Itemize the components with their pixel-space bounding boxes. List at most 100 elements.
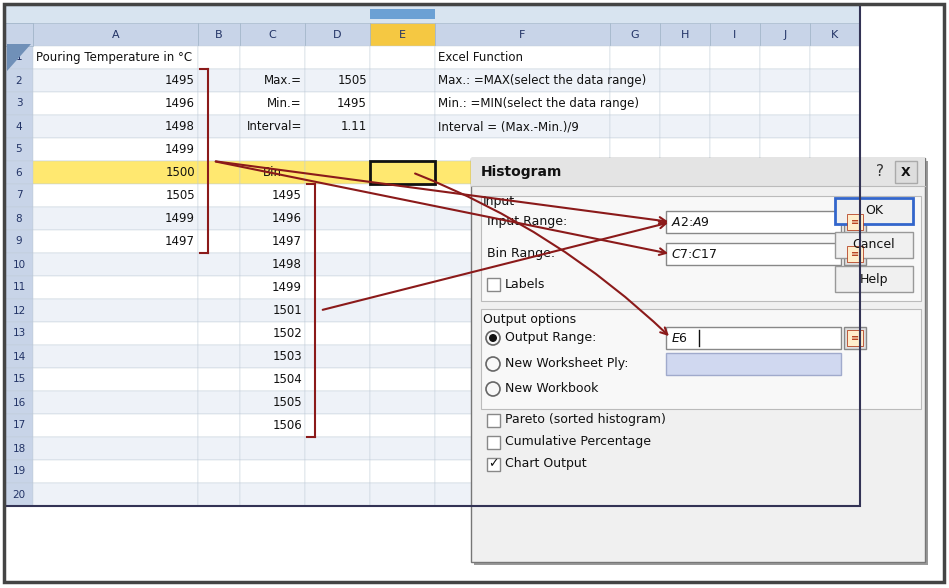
Bar (760, 46, 810, 69)
Text: Labels: Labels (505, 278, 546, 290)
Bar (5, 345, 33, 368)
Text: E: E (399, 29, 406, 39)
Bar (610, 138, 660, 161)
Bar (710, 345, 760, 368)
Bar (198, 253, 240, 276)
Circle shape (489, 334, 497, 342)
Bar (5, 414, 33, 437)
Bar (847, 330, 863, 346)
Bar (5, 276, 33, 299)
Bar (660, 437, 710, 460)
Text: ≡: ≡ (851, 217, 859, 227)
Bar (610, 368, 660, 391)
Bar (660, 414, 710, 437)
Text: OK: OK (865, 205, 883, 218)
Bar (305, 23, 370, 46)
Bar (610, 345, 660, 368)
Text: C: C (269, 29, 276, 39)
Bar (660, 322, 710, 345)
Bar (435, 138, 610, 161)
Bar (660, 253, 710, 276)
Bar (305, 184, 370, 207)
Bar (33, 414, 198, 437)
Bar (198, 368, 240, 391)
Text: 1506: 1506 (272, 419, 302, 432)
Bar (710, 322, 760, 345)
Text: New Worksheet Ply:: New Worksheet Ply: (505, 358, 628, 370)
Bar (240, 46, 305, 69)
Bar (435, 276, 610, 299)
Bar (660, 92, 710, 115)
Bar (435, 253, 610, 276)
Bar (198, 391, 240, 414)
Text: 1495: 1495 (272, 189, 302, 202)
Text: 7: 7 (16, 191, 23, 201)
Bar (33, 322, 198, 345)
Bar (810, 345, 860, 368)
Bar (760, 276, 810, 299)
Text: Histogram: Histogram (481, 165, 563, 179)
Bar (198, 230, 240, 253)
Bar (198, 138, 240, 161)
Text: Bin Range:: Bin Range: (487, 248, 555, 260)
Bar (710, 184, 760, 207)
Bar (471, 158, 925, 186)
Bar (5, 253, 33, 276)
Bar (760, 138, 810, 161)
Bar (198, 483, 240, 506)
Bar (240, 184, 305, 207)
Bar (610, 92, 660, 115)
Text: Help: Help (860, 272, 888, 286)
Bar (5, 207, 33, 230)
Text: 1500: 1500 (165, 166, 195, 179)
Bar (810, 391, 860, 414)
Bar (710, 368, 760, 391)
Bar (435, 322, 610, 345)
Bar (370, 414, 435, 437)
Bar (835, 266, 913, 292)
Bar (435, 207, 610, 230)
Text: 1495: 1495 (165, 74, 195, 87)
Bar (810, 115, 860, 138)
Text: 2: 2 (16, 75, 23, 85)
Bar (844, 211, 866, 233)
Bar (240, 460, 305, 483)
Text: ?: ? (876, 165, 884, 179)
Bar (305, 207, 370, 230)
Bar (305, 299, 370, 322)
Bar (660, 391, 710, 414)
Bar (760, 207, 810, 230)
Bar (305, 69, 370, 92)
Text: 1505: 1505 (165, 189, 195, 202)
Text: 12: 12 (12, 306, 26, 316)
Text: 1499: 1499 (165, 212, 195, 225)
Text: 15: 15 (12, 375, 26, 385)
Bar (5, 5, 860, 506)
Bar (5, 322, 33, 345)
Bar (240, 299, 305, 322)
Bar (610, 437, 660, 460)
Text: Input: Input (483, 195, 515, 208)
Bar (5, 69, 33, 92)
Bar (710, 92, 760, 115)
Bar (33, 23, 198, 46)
Bar (810, 322, 860, 345)
Bar (435, 46, 610, 69)
Text: ≡: ≡ (851, 333, 859, 343)
Bar (198, 276, 240, 299)
Bar (710, 115, 760, 138)
Bar (435, 230, 610, 253)
Bar (5, 391, 33, 414)
Bar (760, 460, 810, 483)
Bar (5, 161, 33, 184)
Bar (660, 368, 710, 391)
Bar (33, 345, 198, 368)
Bar (435, 414, 610, 437)
Bar (435, 437, 610, 460)
Bar (240, 115, 305, 138)
Text: 8: 8 (16, 213, 23, 223)
Bar (240, 414, 305, 437)
Bar (305, 253, 370, 276)
Text: 1502: 1502 (272, 327, 302, 340)
Text: 1505: 1505 (338, 74, 367, 87)
